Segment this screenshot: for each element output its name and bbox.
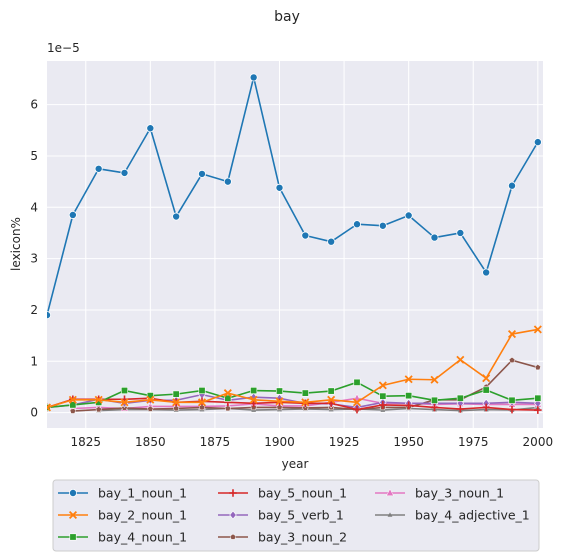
legend-label: bay_2_noun_1 [98, 508, 187, 523]
data-point [509, 397, 515, 403]
data-point [405, 212, 412, 219]
x-tick-label: 2000 [523, 435, 554, 449]
legend-label: bay_4_adjective_1 [415, 508, 530, 523]
y-axis-label: lexicon% [9, 217, 23, 271]
data-point [353, 221, 360, 228]
data-point [354, 379, 360, 385]
legend-label: bay_3_noun_2 [258, 530, 347, 545]
y-tick-label: 6 [30, 98, 38, 112]
legend-label: bay_4_noun_1 [98, 530, 187, 545]
data-point [457, 395, 463, 401]
data-point [328, 388, 334, 394]
x-tick-label: 1900 [264, 435, 295, 449]
legend-label: bay_1_noun_1 [98, 486, 187, 501]
x-axis-label: year [282, 457, 309, 471]
y-axis-ticks: 0 1 2 3 4 5 6 [30, 98, 38, 420]
legend: bay_1_noun_1 bay_2_noun_1 bay_4_noun_1 bay_… [53, 480, 539, 551]
y-tick-label: 5 [30, 149, 38, 163]
y-offset-label: 1e−5 [47, 41, 80, 55]
data-point [534, 138, 541, 145]
x-tick-label: 1850 [135, 435, 166, 449]
x-tick-label: 1975 [458, 435, 489, 449]
data-point [199, 387, 205, 393]
legend-marker [70, 534, 76, 540]
data-point [379, 222, 386, 229]
data-point [198, 170, 205, 177]
data-point [508, 182, 515, 189]
x-tick-label: 1950 [393, 435, 424, 449]
data-point [276, 184, 283, 191]
legend-label: bay_5_verb_1 [258, 508, 344, 523]
data-point [69, 211, 76, 218]
data-point [121, 169, 128, 176]
data-point [431, 397, 437, 403]
data-point [147, 125, 154, 132]
data-point [43, 311, 50, 318]
data-point [483, 387, 489, 393]
data-point [121, 387, 127, 393]
data-point [276, 388, 282, 394]
data-point [535, 395, 541, 401]
data-point [405, 392, 411, 398]
data-point [380, 393, 386, 399]
data-point [250, 74, 257, 81]
y-tick-label: 3 [30, 252, 38, 266]
data-point [457, 229, 464, 236]
y-tick-label: 1 [30, 354, 38, 368]
y-tick-label: 0 [30, 406, 38, 420]
x-tick-label: 1875 [200, 435, 231, 449]
data-point [483, 269, 490, 276]
data-point [173, 213, 180, 220]
legend-marker [69, 489, 76, 496]
legend-label: bay_5_noun_1 [258, 486, 347, 501]
x-tick-label: 1925 [329, 435, 360, 449]
data-point [302, 390, 308, 396]
x-axis-ticks: 1825 1850 1875 1900 1925 1950 1975 2000 [70, 435, 553, 449]
data-point [173, 391, 179, 397]
data-point [224, 178, 231, 185]
legend-label: bay_3_noun_1 [415, 486, 504, 501]
y-tick-label: 4 [30, 200, 38, 214]
data-point [302, 232, 309, 239]
data-point [250, 387, 256, 393]
data-point [328, 238, 335, 245]
y-tick-label: 2 [30, 303, 38, 317]
chart-title: bay [274, 9, 300, 25]
data-point [431, 234, 438, 241]
x-tick-label: 1825 [70, 435, 101, 449]
data-point [95, 165, 102, 172]
